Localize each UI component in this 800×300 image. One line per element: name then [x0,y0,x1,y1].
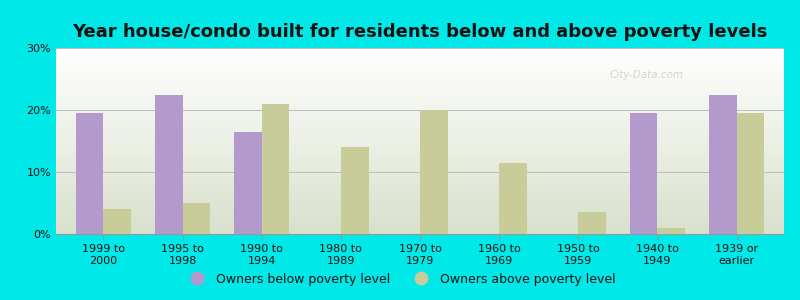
Bar [234,132,262,234]
Bar [182,203,210,234]
Bar [262,104,290,234]
Legend: Owners below poverty level, Owners above poverty level: Owners below poverty level, Owners above… [179,268,621,291]
Bar [420,110,448,234]
Bar [499,163,527,234]
Bar [341,147,369,234]
Text: City-Data.com: City-Data.com [610,70,683,80]
Bar [709,94,737,234]
Title: Year house/condo built for residents below and above poverty levels: Year house/condo built for residents bel… [72,23,768,41]
Bar [737,113,764,234]
Bar [103,209,131,234]
Bar [630,113,658,234]
Bar [76,113,103,234]
Bar [658,228,685,234]
Bar [578,212,606,234]
Bar [155,94,182,234]
